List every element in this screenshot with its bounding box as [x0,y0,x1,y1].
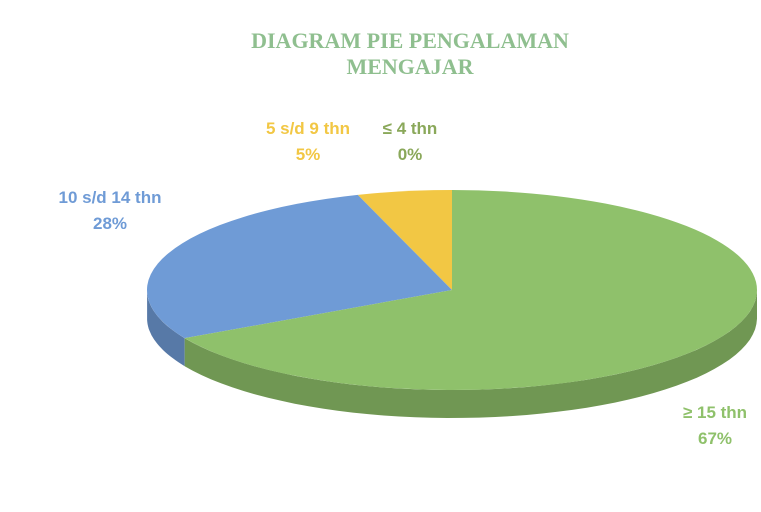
value-label: 5% [295,145,321,164]
slice-side [184,290,757,418]
slice [147,194,453,339]
value-label: 67% [697,429,733,448]
category-label: ≤ 4 thn [382,119,438,138]
slice-side [147,291,185,367]
category-label: 5 s/d 9 thn [265,119,351,138]
category-label: 10 s/d 14 thn [58,188,162,207]
value-label: 0% [397,145,423,164]
chart-title: DIAGRAM PIE PENGALAMAN MENGAJAR [251,28,569,79]
slice [357,190,452,290]
slice [184,190,758,390]
data-label: 5 s/d 9 thn 5% [238,116,378,168]
data-label: 10 s/d 14 thn 28% [45,185,175,237]
data-label: ≤ 4 thn 0% [370,116,450,168]
category-label: ≥ 15 thn [682,403,748,422]
value-label: 28% [92,214,128,233]
data-label: ≥ 15 thn 67% [660,400,761,452]
